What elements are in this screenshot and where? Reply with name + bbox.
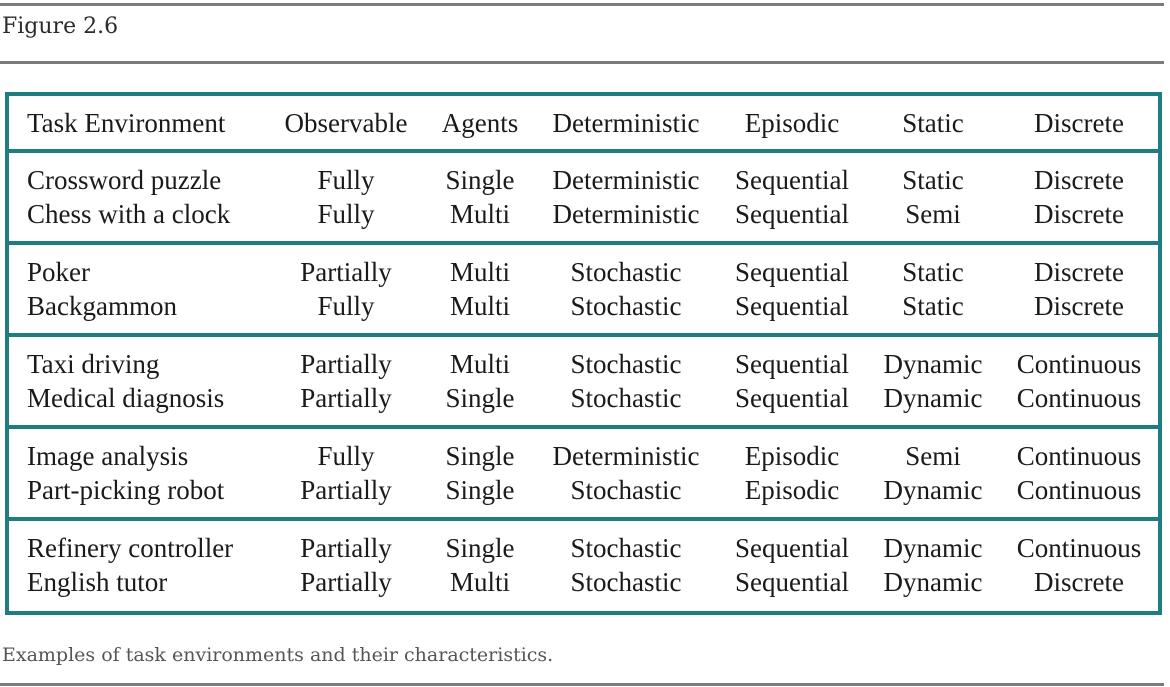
- table-cell: Multi: [449, 257, 511, 287]
- table-cell: Sequential: [735, 383, 849, 413]
- table-cell: Sequential: [735, 291, 849, 321]
- header-rule: [0, 61, 1164, 64]
- table-cell: Fully: [317, 165, 375, 195]
- table-cell: Poker: [27, 257, 90, 287]
- table-cell: Dynamic: [883, 349, 983, 379]
- table-row: Backgammon Fully Multi Stochastic Sequen…: [9, 289, 1158, 323]
- column-header: Deterministic: [552, 108, 700, 138]
- table-cell: Multi: [449, 199, 511, 229]
- table-cell: Partially: [300, 257, 392, 287]
- table-cell: Partially: [300, 349, 392, 379]
- table-cell: Deterministic: [552, 199, 700, 229]
- table-cell: Sequential: [735, 257, 849, 287]
- table-cell: Sequential: [735, 567, 849, 597]
- table-cell: Multi: [449, 349, 511, 379]
- table-cell: Sequential: [735, 349, 849, 379]
- table-cell: Multi: [449, 291, 511, 321]
- table-cell: Discrete: [1034, 567, 1124, 597]
- table-cell: Stochastic: [570, 567, 682, 597]
- table-header-row: Task Environment Observable Agents Deter…: [9, 96, 1158, 153]
- table-cell: Single: [445, 475, 515, 505]
- column-header: Episodic: [744, 108, 840, 138]
- table-row: Medical diagnosis Partially Single Stoch…: [9, 381, 1158, 415]
- top-rule: [0, 3, 1164, 6]
- table-row: Part-picking robot Partially Single Stoc…: [9, 473, 1158, 507]
- table-cell: Stochastic: [570, 383, 682, 413]
- column-header: Observable: [284, 108, 408, 138]
- bottom-rule: [0, 683, 1164, 686]
- table-cell: Continuous: [1016, 533, 1142, 563]
- figure-label: Figure 2.6: [2, 14, 119, 39]
- table-cell: Semi: [905, 199, 961, 229]
- table-cell: Dynamic: [883, 383, 983, 413]
- table-cell: Deterministic: [552, 165, 700, 195]
- table-cell: English tutor: [27, 567, 168, 597]
- table-cell: Partially: [300, 567, 392, 597]
- table-cell: Continuous: [1016, 475, 1142, 505]
- table-cell: Sequential: [735, 199, 849, 229]
- table-cell: Deterministic: [552, 441, 700, 471]
- table-cell: Single: [445, 383, 515, 413]
- table-cell: Crossword puzzle: [27, 165, 222, 195]
- table-cell: Continuous: [1016, 349, 1142, 379]
- task-environment-table: Task Environment Observable Agents Deter…: [5, 92, 1162, 615]
- table-row: Chess with a clock Fully Multi Determini…: [9, 197, 1158, 231]
- table-cell: Sequential: [735, 165, 849, 195]
- table-cell: Dynamic: [883, 475, 983, 505]
- column-header: Static: [902, 108, 964, 138]
- table-cell: Partially: [300, 475, 392, 505]
- table-cell: Partially: [300, 533, 392, 563]
- table-cell: Stochastic: [570, 349, 682, 379]
- table-row: Poker Partially Multi Stochastic Sequent…: [9, 255, 1158, 289]
- table-cell: Episodic: [744, 475, 840, 505]
- table-cell: Fully: [317, 441, 375, 471]
- table-cell: Chess with a clock: [27, 199, 231, 229]
- table-cell: Stochastic: [570, 291, 682, 321]
- table-cell: Fully: [317, 199, 375, 229]
- table-cell: Partially: [300, 383, 392, 413]
- table-row-group: Image analysis Fully Single Deterministi…: [9, 429, 1158, 521]
- table-cell: Taxi driving: [27, 349, 160, 379]
- table-cell: Continuous: [1016, 383, 1142, 413]
- table-cell: Multi: [449, 567, 511, 597]
- table-cell: Medical diagnosis: [27, 383, 225, 413]
- table-cell: Static: [902, 165, 964, 195]
- table-cell: Discrete: [1034, 199, 1124, 229]
- table-row-group: Poker Partially Multi Stochastic Sequent…: [9, 245, 1158, 337]
- table-cell: Dynamic: [883, 567, 983, 597]
- table-cell: Backgammon: [27, 291, 177, 321]
- table-cell: Single: [445, 165, 515, 195]
- table-cell: Static: [902, 257, 964, 287]
- table-cell: Discrete: [1034, 291, 1124, 321]
- table-cell: Static: [902, 291, 964, 321]
- table-cell: Stochastic: [570, 257, 682, 287]
- table-cell: Discrete: [1034, 165, 1124, 195]
- figure-caption: Examples of task environments and their …: [2, 644, 554, 666]
- table-cell: Stochastic: [570, 475, 682, 505]
- table-row: Crossword puzzle Fully Single Determinis…: [9, 163, 1158, 197]
- table-cell: Single: [445, 441, 515, 471]
- column-header: Agents: [441, 108, 519, 138]
- table-cell: Sequential: [735, 533, 849, 563]
- table-cell: Dynamic: [883, 533, 983, 563]
- table-cell: Refinery controller: [27, 533, 234, 563]
- column-header: Discrete: [1034, 108, 1124, 138]
- table-cell: Part-picking robot: [27, 475, 225, 505]
- table-row: English tutor Partially Multi Stochastic…: [9, 565, 1158, 599]
- table-cell: Single: [445, 533, 515, 563]
- table-cell: Discrete: [1034, 257, 1124, 287]
- table-cell: Episodic: [744, 441, 840, 471]
- table-cell: Stochastic: [570, 533, 682, 563]
- table-row: Taxi driving Partially Multi Stochastic …: [9, 347, 1158, 381]
- table-row-group: Crossword puzzle Fully Single Determinis…: [9, 153, 1158, 245]
- column-header: Task Environment: [27, 108, 226, 138]
- table-row: Image analysis Fully Single Deterministi…: [9, 439, 1158, 473]
- table-cell: Continuous: [1016, 441, 1142, 471]
- table-row-group: Taxi driving Partially Multi Stochastic …: [9, 337, 1158, 429]
- table-row: Refinery controller Partially Single Sto…: [9, 531, 1158, 565]
- table-row-group: Refinery controller Partially Single Sto…: [9, 521, 1158, 611]
- table-cell: Semi: [905, 441, 961, 471]
- table-cell: Fully: [317, 291, 375, 321]
- table-cell: Image analysis: [27, 441, 189, 471]
